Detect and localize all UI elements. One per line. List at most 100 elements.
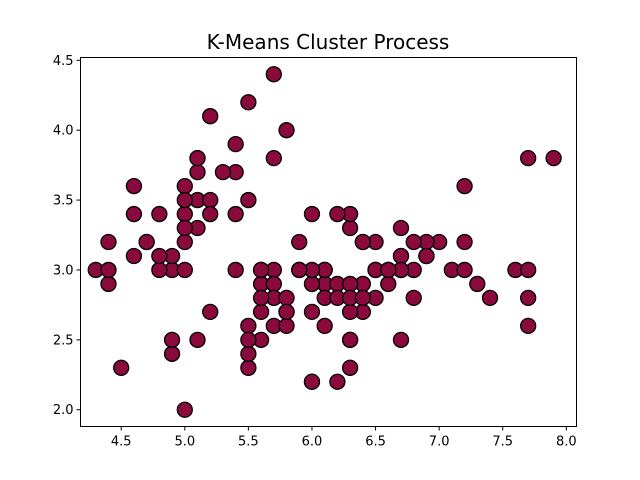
data-point [265, 66, 282, 83]
data-point [138, 233, 155, 251]
data-point [341, 219, 359, 237]
data-point [100, 261, 117, 279]
data-point [100, 233, 117, 251]
data-point [291, 233, 308, 251]
data-point [380, 275, 397, 293]
data-point [278, 303, 295, 321]
data-point [392, 219, 410, 237]
data-point [405, 289, 422, 307]
data-point [163, 345, 181, 362]
data-point [125, 247, 143, 265]
data-point [418, 247, 435, 265]
data-point [202, 205, 219, 223]
data-point [405, 233, 422, 251]
x-tick-label: 7.0 [429, 435, 450, 450]
x-tick-label: 6.5 [365, 435, 386, 450]
data-point [151, 247, 168, 265]
data-point [240, 345, 257, 362]
data-point [265, 275, 282, 293]
data-point [176, 219, 193, 237]
data-point [392, 331, 410, 348]
data-point [329, 205, 346, 223]
data-point [303, 303, 321, 321]
data-point [176, 177, 193, 195]
data-point [469, 275, 486, 293]
data-point [189, 331, 206, 348]
x-tick-label: 5.5 [238, 435, 259, 450]
data-point [329, 373, 346, 390]
data-point [240, 331, 257, 348]
data-point [252, 303, 270, 321]
data-point [151, 205, 168, 223]
data-point [341, 275, 359, 293]
data-point [278, 317, 295, 335]
data-point [278, 289, 295, 307]
data-point [380, 261, 397, 279]
data-point [113, 359, 130, 376]
data-point [303, 205, 321, 223]
data-point [341, 303, 359, 321]
data-point [265, 149, 282, 167]
data-point [303, 275, 321, 293]
data-points [87, 66, 562, 418]
data-point [202, 191, 219, 209]
x-tick-label: 4.5 [111, 435, 132, 450]
data-point [354, 233, 371, 251]
y-tick-label: 2.0 [53, 403, 74, 418]
data-point [176, 191, 193, 209]
data-point [291, 261, 308, 279]
data-point [176, 205, 193, 223]
data-point [227, 261, 244, 279]
chart-title: K-Means Cluster Process [207, 30, 450, 54]
x-tick-label: 5.0 [174, 435, 195, 450]
x-tick-label: 8.0 [556, 435, 577, 450]
data-point [125, 205, 143, 223]
data-point [316, 317, 333, 335]
data-point [481, 289, 499, 307]
y-tick-label: 3.0 [53, 263, 74, 278]
data-point [520, 289, 537, 307]
data-point [100, 275, 117, 293]
data-point [163, 331, 181, 348]
y-tick-label: 3.5 [53, 194, 74, 209]
y-tick-label: 4.5 [53, 54, 74, 69]
data-point [520, 317, 537, 335]
plot-area-frame [80, 57, 577, 427]
data-point [189, 163, 206, 181]
data-point [227, 205, 244, 223]
x-tick-label: 7.5 [492, 435, 513, 450]
data-point [456, 177, 473, 195]
x-axis: 4.5 5.0 5.5 6.0 6.5 7.0 7.5 8.0 [111, 426, 577, 450]
data-point [176, 261, 193, 279]
data-point [341, 331, 359, 348]
y-tick-label: 4.0 [53, 124, 74, 139]
data-point [392, 247, 410, 265]
y-axis: 2.0 2.5 3.0 3.5 4.0 4.5 [53, 54, 81, 418]
data-point [214, 163, 232, 181]
data-point [176, 233, 193, 251]
data-point [240, 317, 257, 335]
data-point [227, 136, 244, 153]
data-point [456, 233, 473, 251]
data-point [240, 94, 257, 111]
data-point [456, 261, 473, 279]
data-point [151, 261, 168, 279]
x-tick-label: 6.0 [302, 435, 323, 450]
data-point [278, 122, 295, 139]
data-point [240, 359, 257, 376]
data-point [252, 289, 270, 307]
data-point [520, 149, 537, 167]
data-point [252, 261, 270, 279]
data-point [520, 261, 537, 279]
data-point [303, 373, 321, 390]
data-point [545, 149, 562, 167]
data-point [341, 359, 359, 376]
data-point [125, 177, 143, 195]
y-tick-label: 2.5 [53, 333, 74, 348]
data-point [354, 289, 371, 307]
data-point [189, 149, 206, 167]
data-point [176, 401, 193, 418]
data-point [240, 191, 257, 209]
